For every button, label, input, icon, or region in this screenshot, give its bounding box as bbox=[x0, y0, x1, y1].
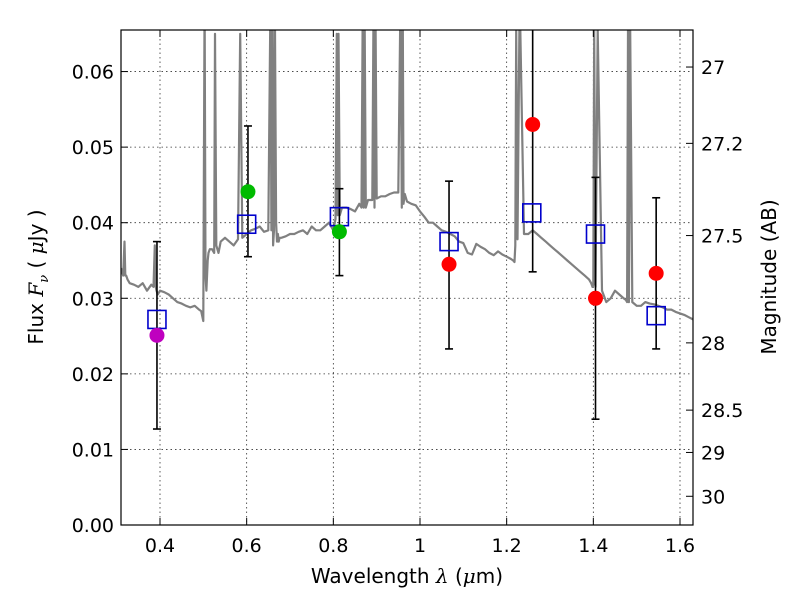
y2-tick-label: 27.5 bbox=[701, 226, 743, 248]
y2-tick-label: 27 bbox=[701, 57, 725, 79]
x-tick-label: 1 bbox=[414, 535, 426, 557]
x-tick-label: 0.6 bbox=[232, 535, 262, 557]
x-tick-label: 1.4 bbox=[578, 535, 608, 557]
x-axis-title: Wavelength λ (μm) bbox=[311, 564, 503, 588]
model-flux-square bbox=[646, 305, 666, 326]
observed-flux-point bbox=[331, 224, 347, 240]
y-tick-label: 0.04 bbox=[72, 213, 114, 235]
observed-flux-point bbox=[588, 290, 603, 306]
y-tick-label: 0.02 bbox=[72, 364, 114, 386]
x-tick-label: 0.8 bbox=[318, 535, 348, 557]
observed-flux-point bbox=[648, 265, 664, 281]
x-tick-label: 1.2 bbox=[492, 535, 522, 557]
y-tick-label: 0.06 bbox=[72, 62, 114, 84]
observed-flux-point bbox=[525, 116, 541, 132]
model-flux-square bbox=[439, 231, 459, 252]
plot-frame bbox=[120, 29, 694, 526]
axis-ticks: 0.4 0.6 0.8 1 1.2 1.4 1.6 0.00 0.01 0.02 0.03 0.04 0… bbox=[72, 30, 743, 557]
x-tick-label: 1.6 bbox=[665, 535, 695, 557]
y2-tick-label: 27.2 bbox=[701, 133, 743, 155]
sed-model-line bbox=[121, 30, 693, 323]
y2-axis-title: Magnitude (AB) bbox=[757, 199, 781, 354]
observed-flux-point bbox=[149, 327, 165, 343]
y2-tick-label: 28 bbox=[701, 333, 725, 355]
x-tick-label: 0.4 bbox=[145, 535, 175, 557]
y-tick-label: 0.05 bbox=[72, 137, 114, 159]
y2-tick-label: 29 bbox=[701, 442, 725, 464]
model-flux-square bbox=[521, 203, 542, 223]
sed-model-layer bbox=[121, 30, 693, 323]
y-tick-label: 0.01 bbox=[72, 439, 114, 461]
model-flux-square bbox=[236, 214, 257, 235]
observed-flux-point bbox=[441, 256, 457, 272]
data-points bbox=[147, 116, 666, 343]
y-tick-label: 0.00 bbox=[72, 515, 114, 537]
observed-flux-point bbox=[240, 184, 256, 200]
y-tick-label: 0.03 bbox=[72, 288, 114, 310]
model-flux-square bbox=[585, 224, 606, 244]
y2-tick-label: 30 bbox=[701, 486, 725, 508]
y-axis-title: Flux Fν ( μJy ) bbox=[24, 209, 52, 344]
y2-tick-label: 28.5 bbox=[701, 400, 743, 422]
